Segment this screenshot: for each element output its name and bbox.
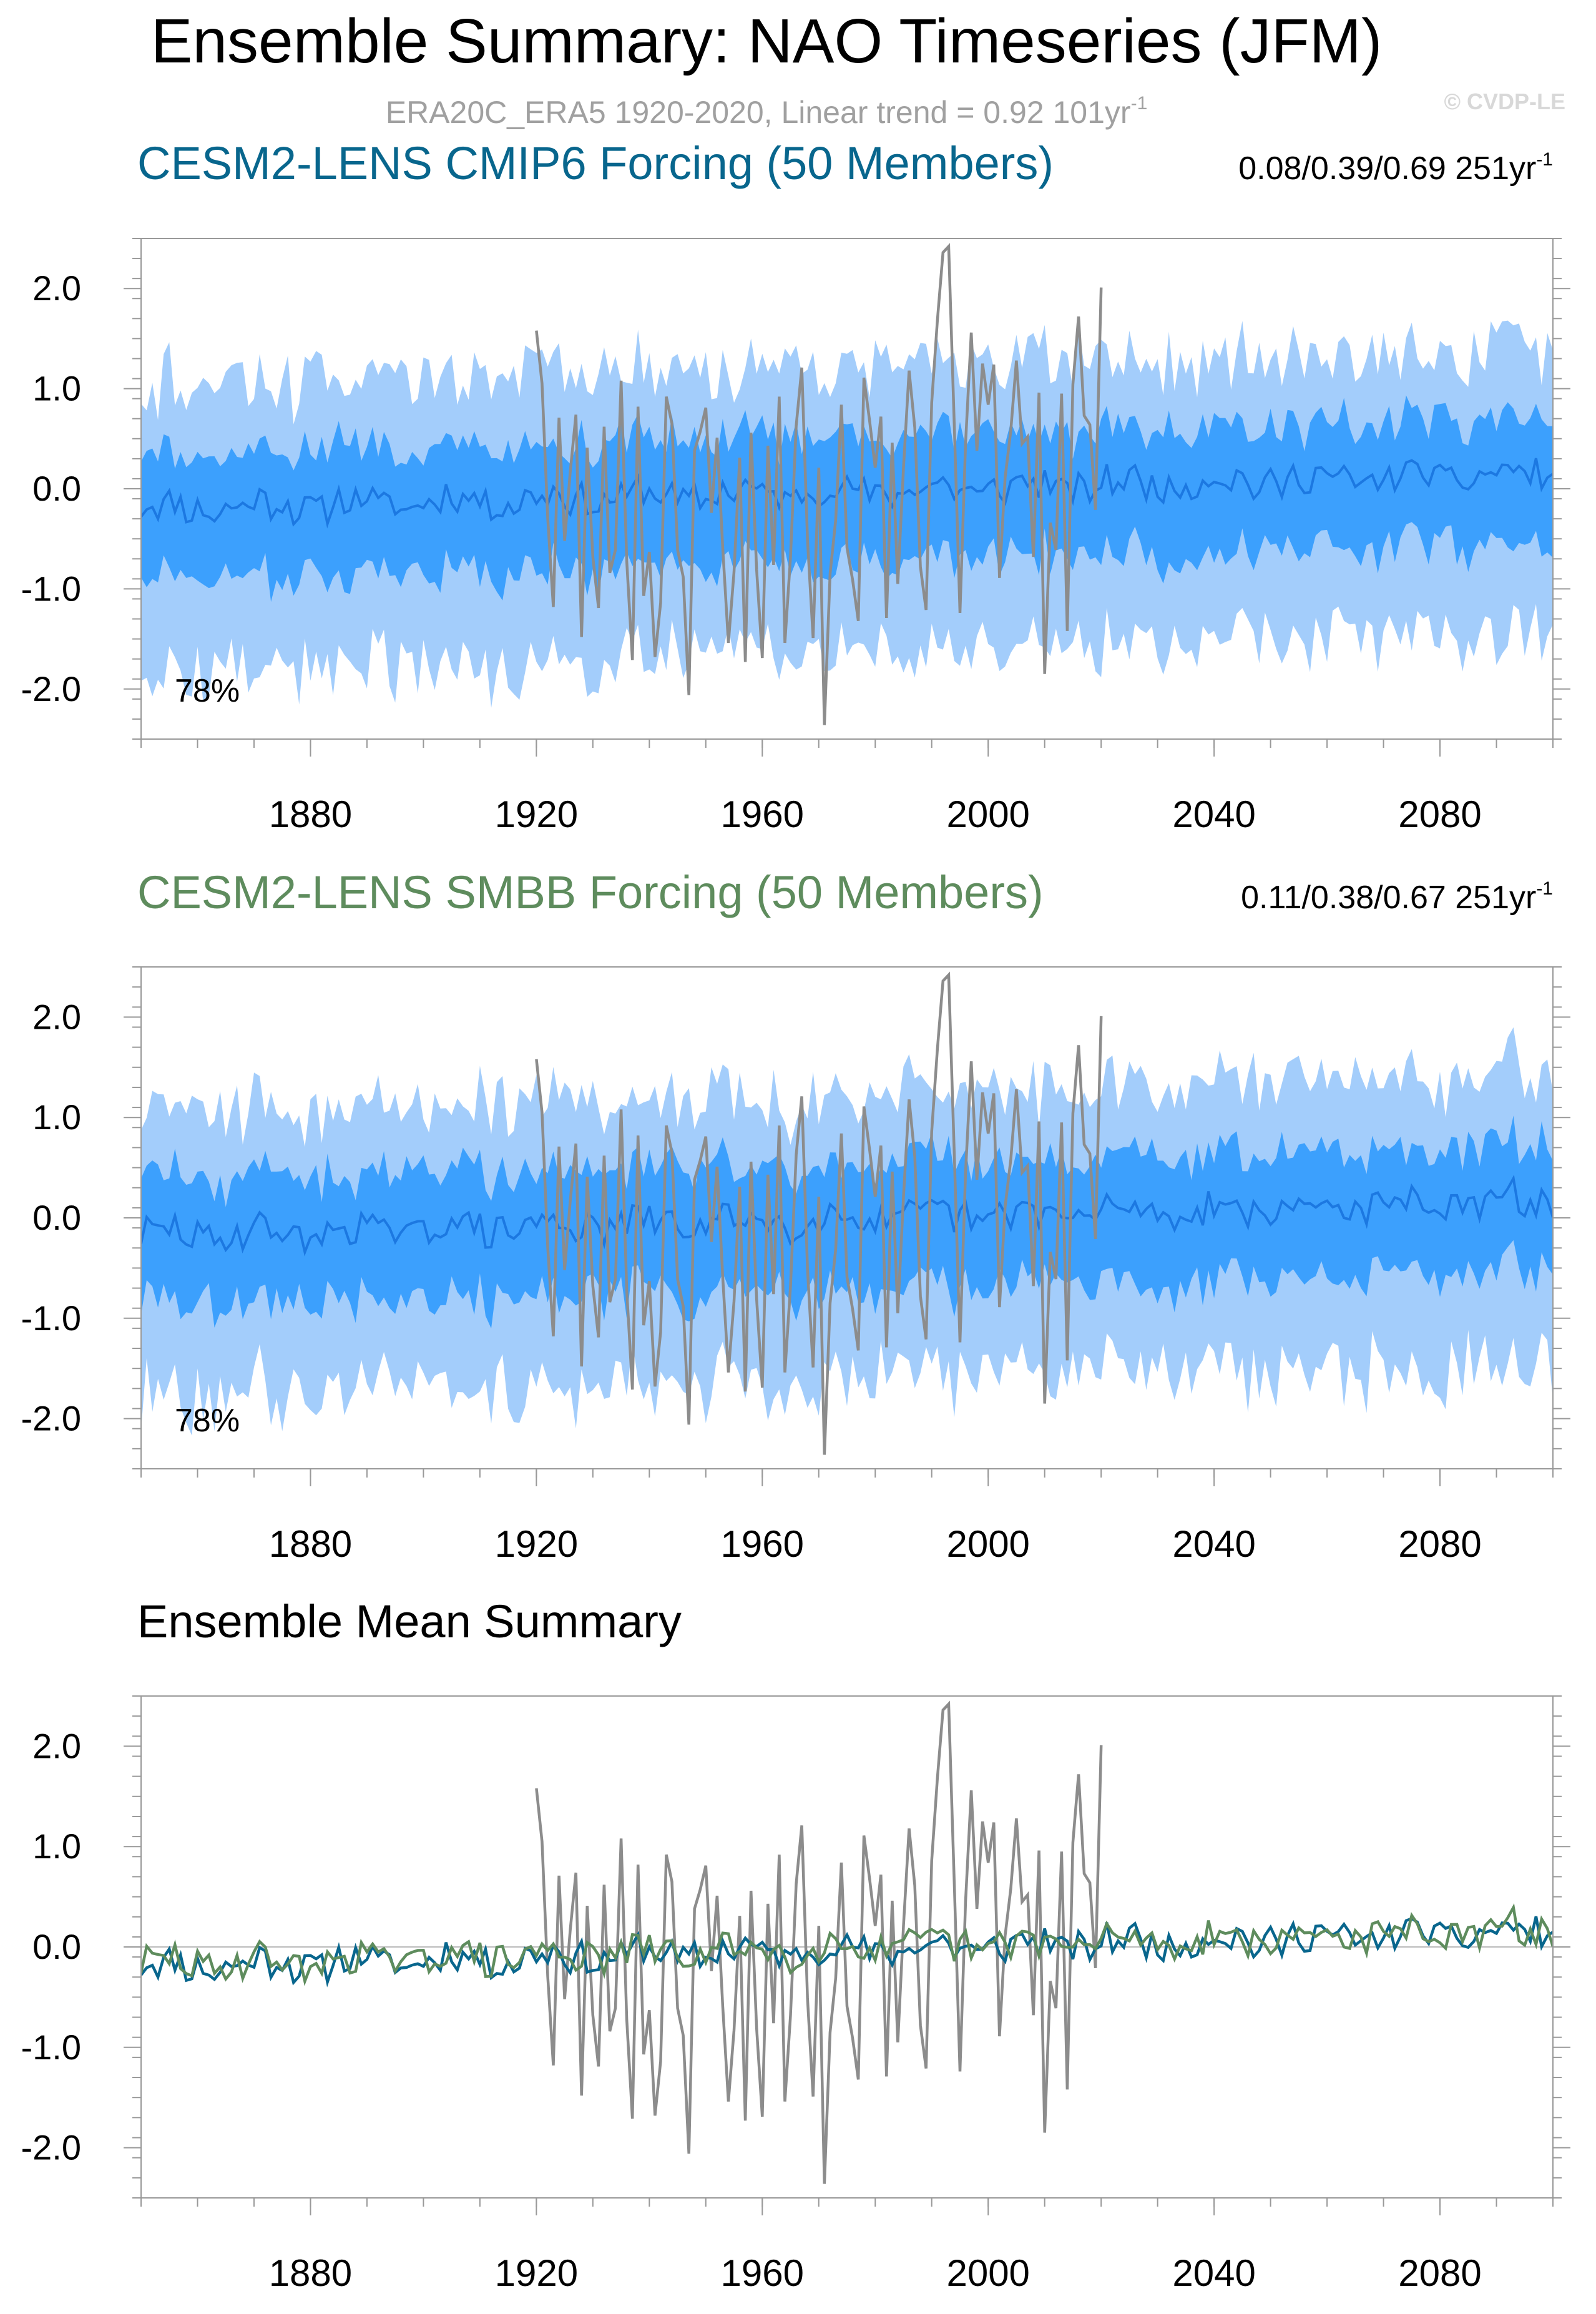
watermark: © CVDP-LE [1444,89,1565,114]
x-tick-label: 2000 [946,1523,1029,1565]
x-tick-label: 2080 [1398,1523,1481,1565]
observations-line [535,971,1103,1455]
panel-3: Ensemble Mean Summary 2.0 1.0 0.0 -1.0 -2.0 18… [21,1596,1570,2294]
panel-title: CESM2-LENS SMBB Forcing (50 Members) [137,866,1044,918]
panel-stats: 0.08/0.39/0.69 251yr-1 [1238,149,1553,187]
panel-stats-text: 0.11/0.38/0.67 251yr [1241,880,1536,916]
panel-title: Ensemble Mean Summary [137,1596,682,1647]
x-tick-label: 1880 [269,793,352,835]
x-tick-label: 2000 [946,2252,1029,2294]
panel-stats-text: 0.08/0.39/0.69 251yr [1238,150,1536,187]
panel-1: CESM2-LENS CMIP6 Forcing (50 Members) 0.0… [21,137,1570,835]
panel-stats: 0.11/0.38/0.67 251yr-1 [1241,878,1553,916]
y-tick-label: 2.0 [32,268,81,308]
x-tick-label: 1960 [721,2252,804,2294]
y-tick-label: 1.0 [32,1826,81,1866]
y-tick-label: -2.0 [21,1399,82,1438]
x-tick-label: 1920 [495,793,578,835]
y-axis: 2.0 1.0 0.0 -1.0 -2.0 [21,238,1570,740]
x-tick-label: 2040 [1172,2252,1255,2294]
y-tick-label: -2.0 [21,2128,82,2167]
x-axis: 1880 1920 1960 2000 2040 2080 [140,739,1554,835]
panel-2: CESM2-LENS SMBB Forcing (50 Members) 0.11… [21,866,1570,1565]
x-tick-label: 1880 [269,2252,352,2294]
x-axis: 1880 1920 1960 2000 2040 2080 [140,1469,1554,1565]
inner-percentile-band [141,395,1553,602]
y-tick-label: 0.0 [32,469,81,508]
x-axis: 1880 1920 1960 2000 2040 2080 [140,2198,1554,2294]
x-tick-label: 1960 [721,793,804,835]
ensemble-mean-line [141,458,1553,529]
y-tick-label: -2.0 [21,669,82,708]
observations-line [535,243,1103,725]
y-tick-label: -1.0 [21,1298,82,1338]
observations-line [535,1700,1103,2184]
y-axis: 2.0 1.0 0.0 -1.0 -2.0 [21,966,1570,1469]
plot-area [141,971,1553,1455]
percent-label: 78% [175,673,240,709]
plot-area [141,243,1553,725]
y-axis: 2.0 1.0 0.0 -1.0 -2.0 [21,1695,1570,2199]
panels: CESM2-LENS CMIP6 Forcing (50 Members) 0.0… [21,137,1570,2294]
x-tick-label: 1920 [495,1523,578,1565]
x-tick-label: 2080 [1398,793,1481,835]
plot-area [141,1700,1553,2184]
y-tick-label: 0.0 [32,1198,81,1237]
panel-stats-sup: -1 [1536,878,1553,899]
ensemble-mean-line [141,1174,1553,1257]
y-tick-label: 2.0 [32,997,81,1036]
y-tick-label: -1.0 [21,569,82,608]
y-tick-label: 1.0 [32,369,81,408]
page-subtitle-text: ERA20C_ERA5 1920-2020, Linear trend = 0.… [386,95,1131,130]
page-subtitle: ERA20C_ERA5 1920-2020, Linear trend = 0.… [386,93,1148,130]
x-tick-label: 1880 [269,1523,352,1565]
x-tick-label: 2000 [946,793,1029,835]
cmip6-mean-line [141,1916,1553,1988]
page-title: Ensemble Summary: NAO Timeseries (JFM) [151,6,1383,76]
x-tick-label: 1960 [721,1523,804,1565]
x-tick-label: 2040 [1172,793,1255,835]
x-tick-label: 2040 [1172,1523,1255,1565]
panel-stats-sup: -1 [1536,149,1553,170]
x-tick-label: 2080 [1398,2252,1481,2294]
x-tick-label: 1920 [495,2252,578,2294]
page-subtitle-sup: -1 [1131,93,1148,114]
percent-label: 78% [175,1403,240,1439]
panel-title: CESM2-LENS CMIP6 Forcing (50 Members) [137,137,1054,189]
y-tick-label: -1.0 [21,2027,82,2067]
smbb-mean-line [141,1903,1553,1986]
y-tick-label: 2.0 [32,1726,81,1765]
y-tick-label: 1.0 [32,1097,81,1137]
inner-percentile-band [141,1115,1553,1329]
y-tick-label: 0.0 [32,1927,81,1966]
